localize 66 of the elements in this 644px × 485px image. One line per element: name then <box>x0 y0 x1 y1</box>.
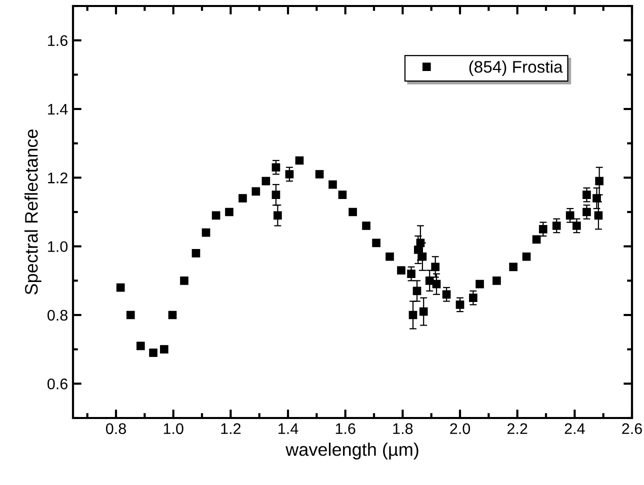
x-axis-title: wavelength (µm) <box>286 442 418 460</box>
x-tick-label: 2.2 <box>507 423 528 434</box>
point <box>285 170 294 178</box>
point <box>595 176 604 186</box>
point <box>442 290 451 299</box>
point <box>272 163 280 172</box>
point <box>431 262 440 272</box>
point <box>328 180 337 189</box>
x-tick-label: 1.8 <box>393 423 413 434</box>
point <box>469 294 478 302</box>
point <box>566 211 574 220</box>
point <box>418 252 427 261</box>
point <box>202 228 210 237</box>
point <box>295 156 304 165</box>
point <box>348 208 357 216</box>
point <box>532 235 541 244</box>
point <box>412 286 422 296</box>
point <box>416 238 425 248</box>
point <box>386 252 394 261</box>
point <box>338 190 347 199</box>
y-tick-label: 1.6 <box>48 35 68 46</box>
point <box>272 190 280 199</box>
point <box>180 276 188 285</box>
y-tick-label: 1.4 <box>48 104 68 115</box>
point <box>136 342 145 350</box>
point <box>594 211 603 220</box>
point <box>592 194 601 202</box>
point <box>552 222 561 230</box>
point <box>372 238 380 248</box>
x-tick-label: 1.2 <box>221 423 241 434</box>
x-tick-label: 2.0 <box>450 423 470 434</box>
point <box>212 211 220 220</box>
point <box>582 190 591 199</box>
point <box>407 270 416 278</box>
y-tick-label: 0.8 <box>48 310 68 321</box>
x-tick-label: 0.8 <box>106 423 126 434</box>
point <box>116 283 125 292</box>
y-tick-label: 1.0 <box>48 241 68 252</box>
x-tick-label: 1.4 <box>278 423 298 434</box>
point <box>572 222 581 230</box>
point <box>509 262 518 272</box>
point <box>522 252 531 261</box>
legend-label: (854) Frostia <box>469 60 563 76</box>
point <box>192 249 200 258</box>
y-tick-label: 0.6 <box>48 378 68 390</box>
point <box>492 276 501 285</box>
point <box>252 187 260 196</box>
point <box>225 208 234 216</box>
point <box>408 310 418 320</box>
point <box>160 345 168 354</box>
point <box>538 225 548 234</box>
x-tick-label: 2.6 <box>622 423 642 434</box>
point <box>168 310 177 320</box>
x-tick-label: 2.4 <box>564 423 585 434</box>
point <box>476 280 484 288</box>
point <box>126 310 135 320</box>
x-tick-label: 1.0 <box>164 423 184 434</box>
point <box>425 276 434 285</box>
point <box>582 208 591 216</box>
y-tick-label: 1.2 <box>48 172 68 184</box>
point <box>274 211 282 220</box>
point <box>456 300 464 309</box>
y-axis-title: Spectral Reflectance <box>24 130 42 294</box>
point <box>432 280 441 288</box>
x-tick-label: 1.6 <box>336 423 356 434</box>
point <box>419 307 428 316</box>
